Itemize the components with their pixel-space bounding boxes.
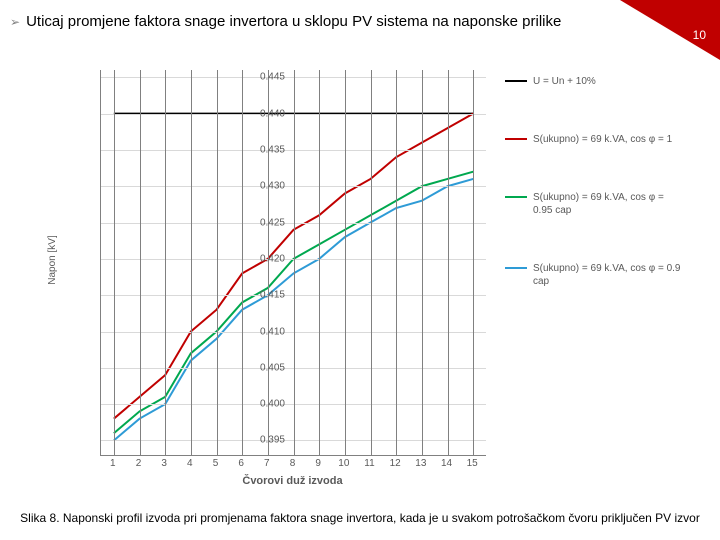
x-tick-label: 3: [161, 458, 167, 469]
x-gridline: [396, 70, 397, 455]
bullet-icon: ➢: [10, 15, 20, 29]
x-gridline: [448, 70, 449, 455]
legend-swatch: [505, 267, 527, 269]
legend-item: S(ukupno) = 69 k.VA, cos φ = 0.9 cap: [505, 262, 685, 288]
line-chart: Napon [kV] Čvorovi duž izvoda U = Un + 1…: [45, 60, 675, 490]
x-axis-title: Čvorovi duž izvoda: [100, 475, 485, 487]
x-gridline: [114, 70, 115, 455]
y-tick-label: 0.400: [260, 399, 285, 410]
legend: U = Un + 10% S(ukupno) = 69 k.VA, cos φ =…: [505, 75, 685, 333]
legend-label: S(ukupno) = 69 k.VA, cos φ = 1: [533, 133, 672, 146]
x-tick-label: 2: [136, 458, 142, 469]
y-tick-label: 0.405: [260, 362, 285, 373]
y-tick-label: 0.425: [260, 217, 285, 228]
title-row: ➢ Uticaj promjene faktora snage invertor…: [10, 12, 650, 32]
legend-swatch: [505, 196, 527, 198]
y-tick-label: 0.445: [260, 72, 285, 83]
x-tick-label: 15: [467, 458, 478, 469]
x-gridline: [242, 70, 243, 455]
legend-label: S(ukupno) = 69 k.VA, cos φ = 0.95 cap: [533, 191, 685, 217]
x-tick-label: 7: [264, 458, 270, 469]
x-tick-label: 1: [110, 458, 116, 469]
y-tick-label: 0.410: [260, 326, 285, 337]
legend-label: S(ukupno) = 69 k.VA, cos φ = 0.9 cap: [533, 262, 685, 288]
x-tick-label: 5: [213, 458, 219, 469]
legend-item: U = Un + 10%: [505, 75, 685, 88]
x-tick-label: 4: [187, 458, 193, 469]
x-tick-label: 11: [364, 458, 374, 469]
x-tick-label: 10: [338, 458, 349, 469]
y-tick-label: 0.440: [260, 108, 285, 119]
x-gridline: [217, 70, 218, 455]
legend-label: U = Un + 10%: [533, 75, 596, 88]
x-gridline: [422, 70, 423, 455]
y-tick-label: 0.415: [260, 290, 285, 301]
x-gridline: [371, 70, 372, 455]
x-tick-label: 12: [390, 458, 401, 469]
x-gridline: [165, 70, 166, 455]
x-tick-label: 6: [238, 458, 244, 469]
slide: 10 ➢ Uticaj promjene faktora snage inver…: [0, 0, 720, 540]
x-tick-label: 8: [290, 458, 296, 469]
caption: Slika 8. Naponski profil izvoda pri prom…: [10, 511, 710, 527]
y-tick-label: 0.395: [260, 435, 285, 446]
legend-swatch: [505, 138, 527, 140]
y-axis-title: Napon [kV]: [47, 235, 58, 284]
legend-item: S(ukupno) = 69 k.VA, cos φ = 0.95 cap: [505, 191, 685, 217]
x-gridline: [294, 70, 295, 455]
slide-title: Uticaj promjene faktora snage invertora …: [26, 12, 561, 32]
legend-item: S(ukupno) = 69 k.VA, cos φ = 1: [505, 133, 685, 146]
legend-swatch: [505, 80, 527, 82]
y-tick-label: 0.430: [260, 181, 285, 192]
x-gridline: [319, 70, 320, 455]
y-tick-label: 0.420: [260, 253, 285, 264]
x-tick-label: 13: [415, 458, 426, 469]
y-tick-label: 0.435: [260, 144, 285, 155]
x-gridline: [140, 70, 141, 455]
page-number: 10: [693, 28, 706, 42]
x-tick-label: 9: [315, 458, 321, 469]
x-tick-label: 14: [441, 458, 452, 469]
plot-area: [100, 70, 486, 456]
x-gridline: [191, 70, 192, 455]
x-gridline: [345, 70, 346, 455]
x-gridline: [473, 70, 474, 455]
